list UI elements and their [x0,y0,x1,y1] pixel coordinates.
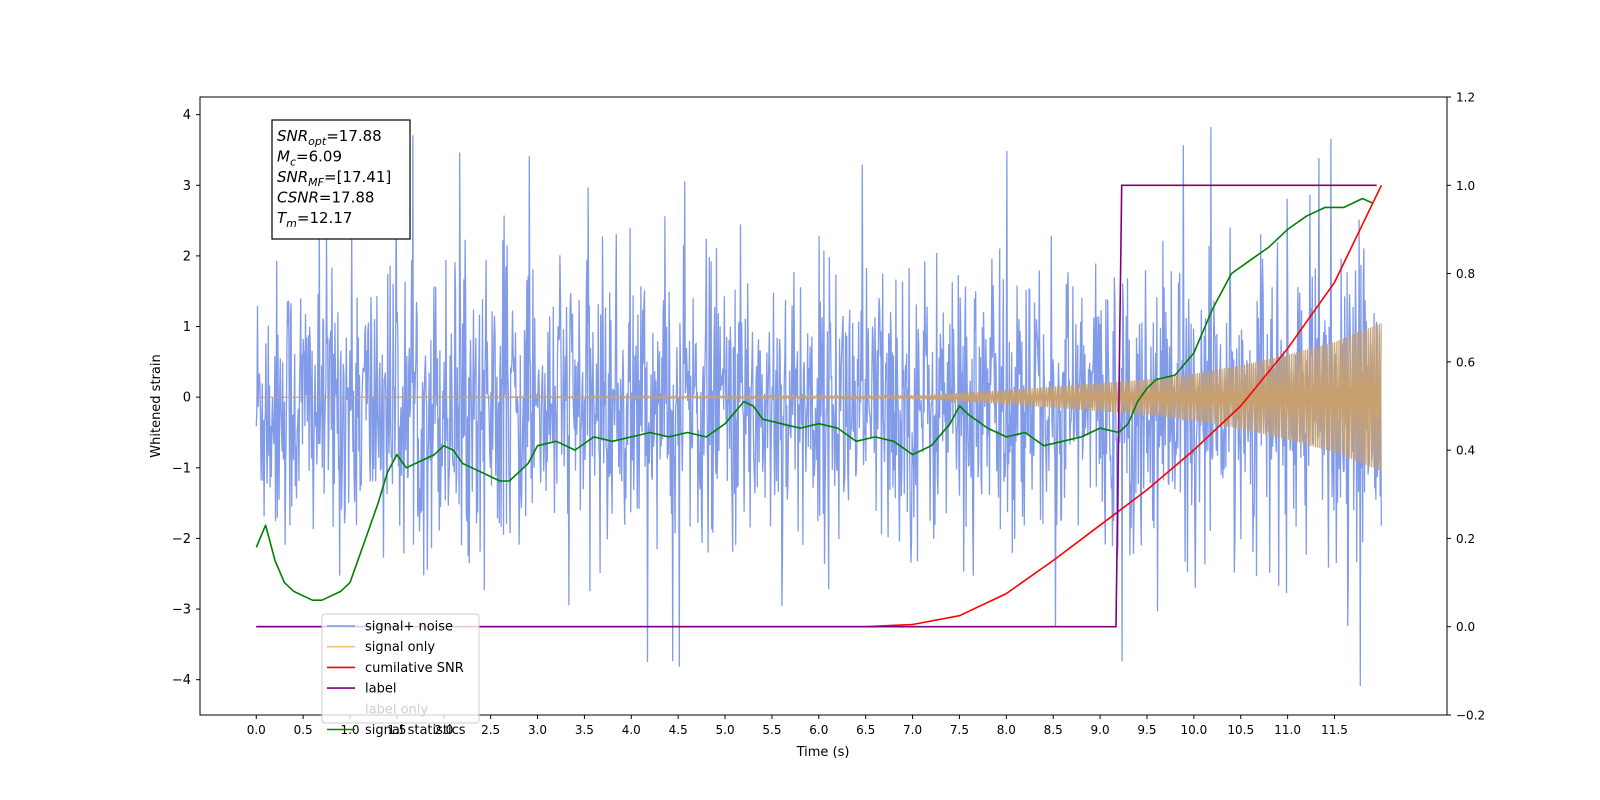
legend-label: signal+ noise [365,620,453,635]
y-axis-label: Whitened strain [149,354,164,457]
x-tick-label: 4.0 [622,723,641,737]
x-tick-label: 0.5 [294,723,313,737]
y-tick-label: −2 [172,532,191,547]
x-tick-label: 7.0 [903,723,922,737]
legend-label: cumilative SNR [365,661,464,676]
x-tick-label: 0.0 [247,723,266,737]
y-tick-label: −4 [172,673,191,688]
annotation-box: SNRopt=17.88Mc=6.09SNRMF=[17.41]CSNR=17.… [271,119,411,240]
annotation-line: Tm=12.17 [277,209,352,230]
y2-tick-label: −0.2 [1456,709,1485,723]
x-tick-label: 6.5 [856,723,875,737]
x-tick-label: 10.0 [1180,723,1207,737]
annotation-line: SNRMF=[17.41] [277,168,391,189]
y-tick-label: −1 [172,461,191,476]
x-tick-label: 11.5 [1321,723,1348,737]
x-axis-label: Time (s) [796,745,850,760]
x-tick-label: 1.5 [387,723,406,737]
legend: signal+ noise signal only cumilative SNR la… [321,613,480,738]
x-tick-label: 5.0 [716,723,735,737]
x-tick-label: 8.5 [1044,723,1063,737]
x-tick-label: 3.0 [528,723,547,737]
x-tick-label: 3.5 [575,723,594,737]
legend-label: label [365,682,396,697]
legend-item: label [327,682,396,697]
legend-item: cumilative SNR [327,661,464,676]
y-tick-label: −3 [172,603,191,618]
plot-frame [199,96,1448,716]
x-tick-label: 2.0 [434,723,453,737]
y2-tick-label: 1.0 [1456,179,1475,193]
y-tick-label: 0 [183,391,191,406]
x-tick-label: 11.0 [1274,723,1301,737]
y2-tick-label: 0.0 [1456,620,1475,634]
x-tick-label: 6.0 [809,723,828,737]
annotation-line: Mc=6.09 [277,148,342,169]
x-tick-label: 7.5 [950,723,969,737]
x-tick-label: 10.5 [1227,723,1254,737]
y-tick-label: 1 [183,320,191,335]
x-tick-label: 8.0 [997,723,1016,737]
legend-label: signal only [365,640,435,655]
x-tick-label: 5.5 [762,723,781,737]
y-tick-label: 4 [183,108,191,123]
series-layer [255,127,1383,687]
legend-item: signal statistics [327,723,466,738]
y2-tick-label: 0.8 [1456,267,1475,281]
y-tick-label: 2 [183,249,191,264]
legend-item: signal+ noise [327,620,453,635]
annotation-line: CSNR=17.88 [277,189,374,207]
y2-tick-label: 1.2 [1456,91,1475,105]
y-tick-label: 3 [183,179,191,194]
axes-layer: 0.0 0.5 1.0 1.5 2.0 2.5 3.0 3.5 4.0 4.5 5.0 5.5 6.0 6… [172,91,1485,738]
legend-label: signal statistics [365,723,466,738]
y2-tick-label: 0.6 [1456,355,1475,369]
legend-item: signal only [327,640,435,655]
series-label [256,184,1377,628]
x-tick-label: 9.5 [1137,723,1156,737]
series-signal-noise [255,127,1382,687]
legend-item: label only [365,702,428,717]
y2-tick-label: 0.4 [1456,444,1475,458]
y2-tick-label: 0.2 [1456,532,1475,546]
x-tick-label: 9.0 [1091,723,1110,737]
x-tick-label: 2.5 [481,723,500,737]
series-signal-only [256,323,1382,471]
series-signal-statistics [255,197,1373,601]
annotation-line: SNRopt=17.88 [277,127,382,148]
legend-frame [321,613,480,724]
annotation-frame [271,119,411,240]
series-cumilative-snr [256,184,1383,628]
x-tick-label: 4.5 [669,723,688,737]
legend-label: label only [365,702,428,717]
